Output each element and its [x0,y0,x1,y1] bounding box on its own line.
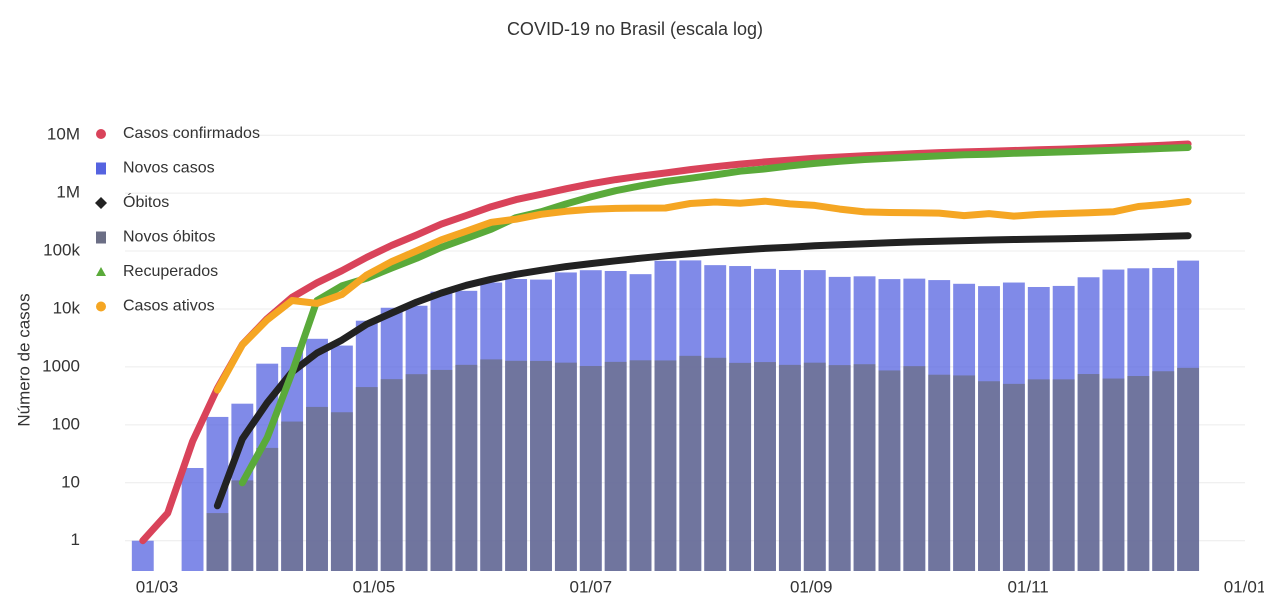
bar [604,361,627,571]
bar [1152,371,1175,571]
bar [629,360,652,571]
bar [1127,376,1150,571]
bar [729,362,752,571]
legend-symbol [96,231,106,244]
bar [480,359,503,571]
bar [206,513,229,571]
legend-symbol [96,267,106,276]
bar [1052,379,1075,571]
bar [330,412,353,571]
legend-symbol [96,301,106,312]
y-tick-label: 10M [47,125,80,144]
bar [754,362,776,571]
x-tick-label: 01/07 [570,577,613,596]
y-tick-label: 1M [56,183,80,202]
y-tick-label: 10k [53,298,81,317]
bar [256,447,279,571]
y-tick-label: 100k [43,241,80,260]
bar [1102,378,1125,571]
bar [679,355,702,571]
bar [1027,379,1050,571]
series-line [238,144,1192,487]
series-line [213,197,1192,394]
bar [579,365,602,571]
bar [978,381,1000,571]
bar [430,369,453,571]
bar [554,362,577,571]
series-line [213,232,1192,510]
x-tick-label: 01/01 [1224,577,1264,596]
bar [131,540,154,571]
legend-label: Novos óbitos [123,229,216,246]
bar [928,374,951,571]
bar [1002,383,1025,571]
bar [654,360,677,571]
bar [380,379,403,571]
bar [181,467,204,571]
x-tick-label: 01/05 [353,577,396,596]
bar [704,357,727,571]
bar [953,375,976,571]
legend-label: Casos ativos [123,298,215,315]
bar [1077,374,1100,571]
bar [1177,367,1200,571]
chart-title: COVID-19 no Brasil (escala log) [507,19,763,39]
legend-label: Óbitos [123,192,169,211]
x-tick-label: 01/09 [790,577,833,596]
bar [803,362,826,571]
bar [878,370,901,571]
bar [455,364,478,571]
bar [281,421,304,571]
y-tick-label: 100 [52,414,80,433]
y-tick-label: 1000 [42,356,80,375]
bar [853,364,876,571]
bar [530,360,552,571]
x-tick-label: 01/03 [136,577,179,596]
bar [903,366,926,571]
y-axis-label: Número de casos [14,293,33,426]
legend-label: Novos casos [123,160,215,177]
bar [231,480,254,571]
y-tick-label: 10 [61,472,80,491]
x-tick-label: 01/11 [1007,577,1048,596]
legend: Casos confirmados Novos casos Óbitos Novos … [95,125,260,315]
y-tick-label: 1 [71,530,80,549]
bar [306,406,328,571]
legend-symbol [96,129,106,139]
legend-label: Recuperados [123,263,218,280]
bar [778,364,801,571]
bar [405,374,428,571]
legend-label: Casos confirmados [123,125,260,142]
legend-symbol [95,197,107,209]
legend-symbol [96,162,106,175]
bar [355,387,378,571]
bar [828,365,851,571]
bar [505,360,528,571]
